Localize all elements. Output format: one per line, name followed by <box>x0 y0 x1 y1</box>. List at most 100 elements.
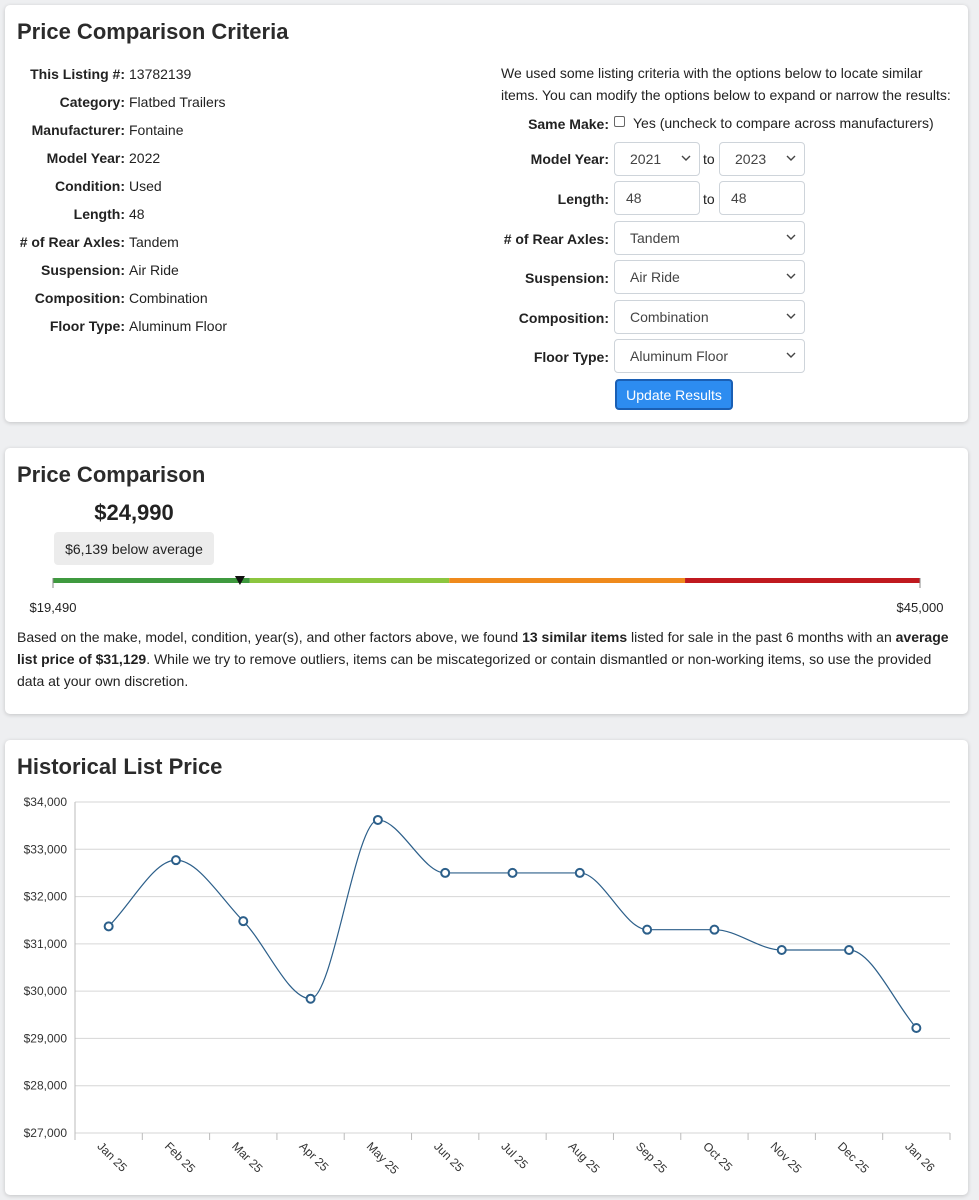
chevron <box>786 273 796 280</box>
gauge-segment <box>249 578 450 583</box>
listing-value: Fontaine <box>129 122 184 138</box>
select[interactable]: Aluminum Floor <box>614 339 805 374</box>
data-point <box>911 1023 922 1034</box>
select-value: 2021 <box>630 151 662 167</box>
chevron-path <box>786 234 796 240</box>
data-point <box>238 916 249 927</box>
y-tick-label: $28,000 <box>24 1079 68 1093</box>
bold-text: 13 similar items <box>522 629 628 645</box>
input-value: 48 <box>731 190 747 206</box>
listing-label: # of Rear Axles: <box>19 234 125 250</box>
chevron <box>786 155 796 161</box>
listing-label: Suspension: <box>40 262 125 278</box>
data-point <box>440 867 451 878</box>
select-value: Aluminum Floor <box>630 348 729 365</box>
gauge-segment <box>53 578 250 583</box>
select[interactable]: Combination <box>614 299 805 334</box>
form-label: Composition: <box>518 309 609 326</box>
x-tick-label: Jan 26 <box>902 1139 938 1175</box>
badge-text: $6,139 below average <box>65 540 203 557</box>
input-value: 48 <box>626 190 642 206</box>
data-point <box>776 945 787 956</box>
select-value: Air Ride <box>630 269 680 286</box>
data-point <box>305 993 316 1004</box>
text: . While we try to remove outliers, items… <box>17 651 932 689</box>
listing-value: Aluminum Floor <box>129 318 228 334</box>
form-label: Same Make: <box>528 116 609 132</box>
chevron-path <box>786 352 796 359</box>
chevron <box>786 352 796 359</box>
chevron-path <box>786 273 796 280</box>
x-tick-label: Mar 25 <box>229 1139 266 1176</box>
gauge: $19,490 $45,000 <box>30 576 944 615</box>
listing-value: Air Ride <box>129 262 179 278</box>
x-tick-label: Jul 25 <box>498 1139 531 1172</box>
listing-value: 2022 <box>129 150 161 166</box>
price: $24,990 <box>94 500 174 525</box>
data-point <box>709 924 720 935</box>
update-button[interactable]: Update Results <box>615 379 733 410</box>
data-point <box>103 921 114 932</box>
x-tick-label: Jan 25 <box>95 1139 131 1175</box>
y-tick-label: $30,000 <box>24 984 68 998</box>
text-input[interactable]: 48 <box>614 181 700 215</box>
listing-label: Category: <box>59 94 125 110</box>
select-value: Tandem <box>630 230 680 246</box>
y-tick-label: $29,000 <box>24 1031 68 1045</box>
card-title: Price Comparison Criteria <box>17 19 289 44</box>
listing-label: Condition: <box>55 178 125 194</box>
x-tick-label: Feb 25 <box>162 1139 199 1176</box>
bold-text: average list price of $31,129 <box>17 629 949 667</box>
data-point <box>574 867 585 878</box>
x-tick-label: Nov 25 <box>768 1139 805 1176</box>
checkbox-label[interactable]: Yes (uncheck to compare across manufactu… <box>633 115 934 131</box>
form-label: Length: <box>557 191 609 207</box>
x-tick-label: Jun 25 <box>431 1139 467 1175</box>
chart: $27,000 $28,000 $29,000 $30,000 $31,000 $32,0… <box>24 795 951 1177</box>
text-input[interactable]: 48 <box>719 181 805 215</box>
select[interactable]: 2023 <box>719 142 805 176</box>
select-value: Combination <box>630 308 709 325</box>
listing-value: Used <box>129 178 162 194</box>
to-text: to <box>703 151 715 167</box>
x-tick-label: Oct 25 <box>700 1139 735 1174</box>
listing-label: Composition: <box>34 290 125 306</box>
y-tick-label: $34,000 <box>24 795 68 809</box>
listing-label: Floor Type: <box>49 318 125 334</box>
data-point <box>642 924 653 935</box>
x-tick-label: Aug 25 <box>566 1139 603 1176</box>
y-tick-label: $31,000 <box>24 937 68 951</box>
chevron <box>786 234 796 240</box>
description: Based on the make, model, condition, yea… <box>17 626 957 692</box>
gauge-max-label: $45,000 <box>897 600 944 615</box>
gauge-marker <box>234 576 245 585</box>
to-text: to <box>703 191 715 207</box>
select[interactable]: Tandem <box>614 221 805 255</box>
listing-label: Model Year: <box>46 150 125 166</box>
listing-value: Flatbed Trailers <box>129 94 226 110</box>
form-label: Floor Type: <box>533 349 609 366</box>
form-label: Model Year: <box>530 151 609 167</box>
chevron <box>681 155 691 161</box>
x-tick-label: Apr 25 <box>296 1139 331 1174</box>
listing-value: 13782139 <box>129 66 192 82</box>
data-point <box>844 945 855 956</box>
x-tick-label: Sep 25 <box>633 1139 670 1176</box>
badge: $6,139 below average <box>54 532 214 565</box>
listing-label: Manufacturer: <box>31 122 125 138</box>
y-tick-label: $27,000 <box>24 1126 68 1140</box>
intro-line: items. You can modify the options below … <box>501 87 951 103</box>
data-point <box>372 814 383 825</box>
listing-label: Length: <box>73 206 125 222</box>
chevron <box>786 313 796 319</box>
data-point <box>507 867 518 878</box>
checkbox[interactable] <box>614 116 625 127</box>
history-card: Historical List Price $27,000 $28,000 $29,… <box>5 740 968 1195</box>
select[interactable]: 2021 <box>614 142 700 176</box>
listing-value: Tandem <box>129 234 179 250</box>
listing-label: This Listing #: <box>30 66 125 82</box>
y-tick-label: $33,000 <box>24 842 68 856</box>
select[interactable]: Air Ride <box>614 260 805 295</box>
text: Based on the make, model, condition, yea… <box>17 629 523 645</box>
listing-value: Combination <box>129 290 208 306</box>
